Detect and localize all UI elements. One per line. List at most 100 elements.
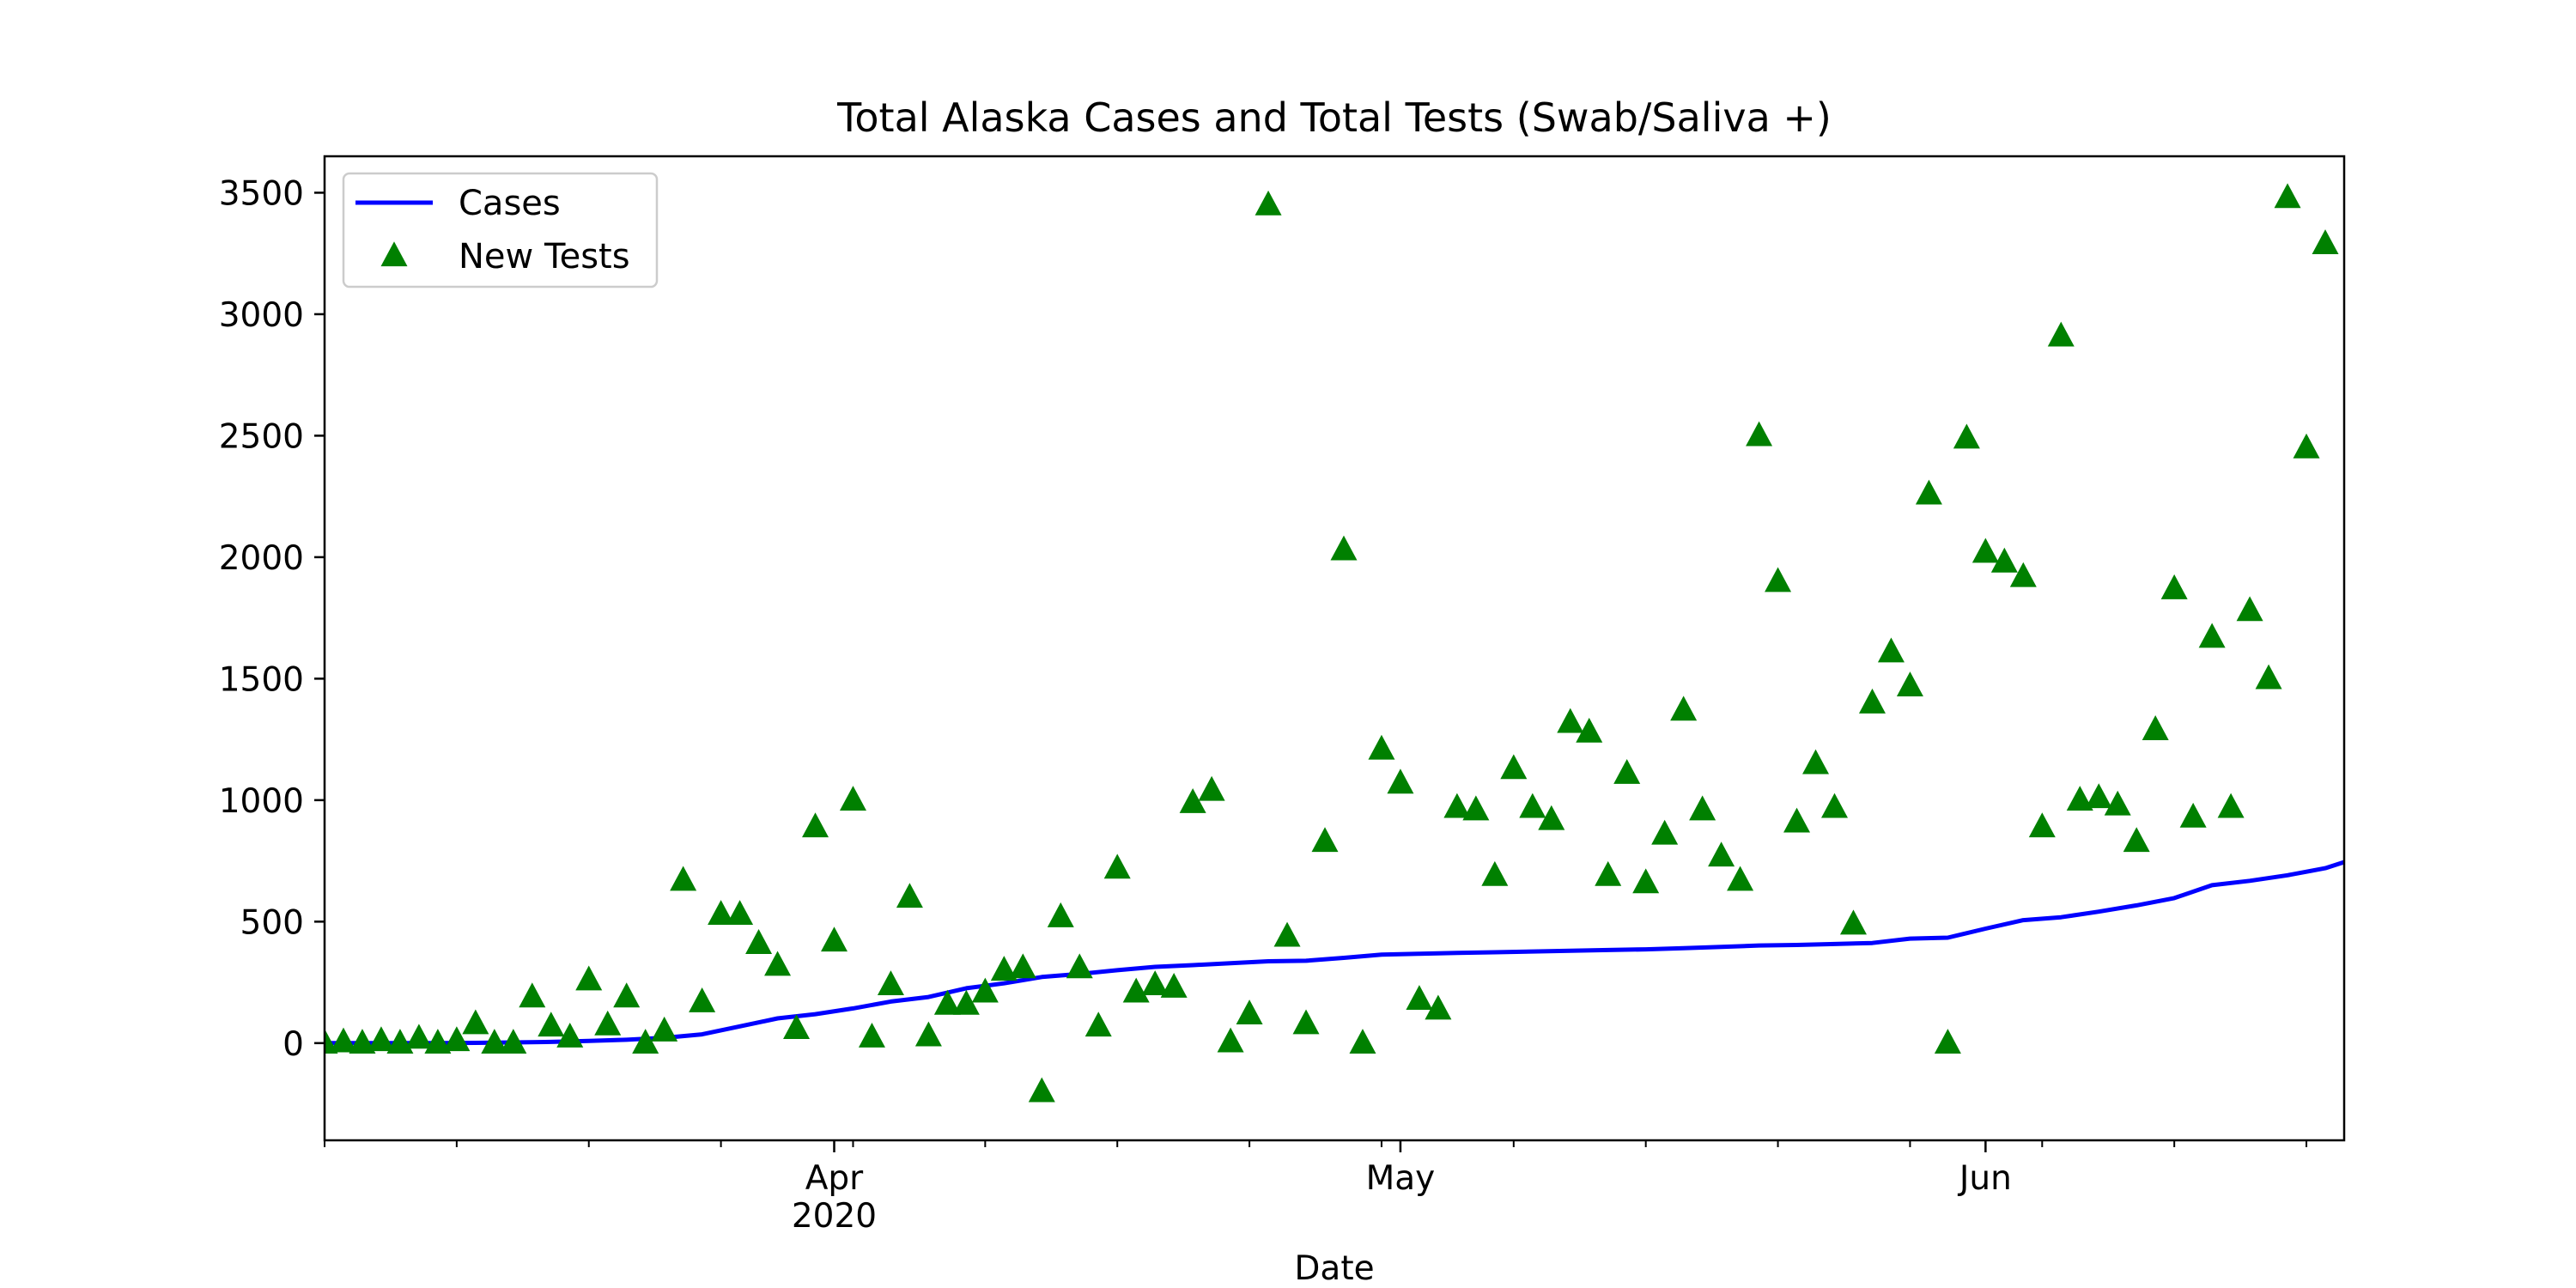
data-point: [632, 1029, 659, 1054]
y-tick-label: 1500: [219, 660, 304, 699]
data-point: [2236, 596, 2263, 622]
data-point: [594, 1010, 622, 1036]
data-point: [1538, 805, 1565, 830]
data-point: [1670, 696, 1698, 721]
legend-label: New Tests: [459, 237, 630, 276]
data-point: [519, 982, 546, 1008]
data-point: [1198, 775, 1225, 801]
data-point: [990, 956, 1018, 981]
data-point: [1746, 421, 1773, 447]
y-tick-label: 500: [240, 903, 304, 942]
x-tick-label: Apr: [805, 1159, 864, 1198]
x-axis-label: Date: [1294, 1249, 1374, 1288]
data-point: [405, 1024, 433, 1049]
data-point: [1934, 1029, 1961, 1054]
data-point: [2047, 321, 2075, 347]
x-tick-sublabel: 2020: [792, 1197, 877, 1236]
data-point: [1783, 807, 1811, 833]
data-point: [1443, 793, 1471, 818]
data-point: [481, 1029, 508, 1054]
data-point: [802, 812, 829, 838]
data-point: [1141, 970, 1169, 996]
data-point: [2274, 183, 2301, 209]
data-point: [933, 989, 961, 1015]
data-point: [914, 1021, 942, 1047]
data-point: [2085, 783, 2112, 809]
data-point: [1651, 819, 1679, 845]
data-point: [1103, 854, 1131, 879]
data-point: [877, 970, 904, 996]
data-point: [2312, 229, 2339, 255]
data-point: [1160, 972, 1188, 998]
data-point: [1387, 769, 1414, 794]
data-point: [971, 977, 999, 1003]
data-point: [500, 1029, 527, 1054]
data-point: [1613, 758, 1641, 784]
data-point: [745, 929, 773, 954]
data-point: [1236, 999, 1263, 1025]
data-point: [896, 883, 923, 908]
y-axis: 0 500 1000 1500 2000 2500 3000 3500: [219, 174, 325, 1064]
data-point: [2293, 433, 2320, 459]
series-markers-new-tests: [325, 183, 2339, 1103]
data-point: [670, 866, 697, 891]
data-point: [1877, 637, 1905, 663]
data-point: [424, 1029, 452, 1054]
y-tick-label: 2500: [219, 417, 304, 456]
y-tick-label: 3500: [219, 174, 304, 213]
data-point: [952, 989, 980, 1015]
data-point: [783, 1014, 811, 1039]
legend: Cases New Tests: [342, 172, 659, 289]
data-point: [1971, 538, 1999, 563]
data-point: [2198, 623, 2226, 648]
plot-area: [323, 155, 2346, 1142]
data-point: [1839, 909, 1867, 935]
data-point: [1557, 708, 1584, 733]
data-point: [1821, 793, 1849, 818]
data-point: [1500, 754, 1528, 780]
data-point: [2255, 664, 2282, 690]
data-point: [1217, 1027, 1244, 1053]
data-point: [1425, 994, 1452, 1020]
data-point: [556, 1023, 584, 1048]
data-point: [1462, 795, 1490, 821]
data-point: [368, 1026, 395, 1052]
data-point: [1953, 423, 1980, 449]
y-tick-label: 2000: [219, 539, 304, 578]
data-point: [726, 900, 754, 925]
data-point: [708, 900, 735, 925]
data-point: [1047, 902, 1074, 927]
data-point: [330, 1027, 357, 1053]
data-point: [1406, 985, 1433, 1011]
data-point: [443, 1026, 471, 1052]
data-point: [858, 1023, 885, 1048]
data-point: [1255, 190, 1282, 216]
data-point: [1349, 1029, 1376, 1054]
data-point: [651, 1016, 678, 1042]
data-point: [613, 982, 641, 1008]
data-point: [1009, 953, 1036, 979]
data-point: [2009, 562, 2037, 587]
data-point: [1802, 749, 1830, 775]
data-point: [1708, 841, 1735, 867]
series-line-cases: [325, 860, 2344, 1046]
data-point: [1727, 866, 1754, 891]
data-point: [2142, 715, 2169, 740]
data-point: [1292, 1009, 1320, 1035]
legend-triangle-icon: [380, 241, 408, 267]
data-point: [689, 987, 716, 1012]
data-point: [1122, 977, 1150, 1003]
data-point: [462, 1009, 489, 1035]
data-point: [1765, 567, 1792, 592]
data-point: [1595, 860, 1622, 886]
data-point: [1368, 734, 1395, 760]
data-point: [1028, 1077, 1055, 1103]
data-point: [1896, 671, 1923, 697]
data-point: [1519, 793, 1546, 818]
data-point: [820, 927, 848, 952]
data-point: [1481, 860, 1509, 886]
data-point: [1990, 547, 2018, 573]
data-point: [2066, 786, 2093, 811]
